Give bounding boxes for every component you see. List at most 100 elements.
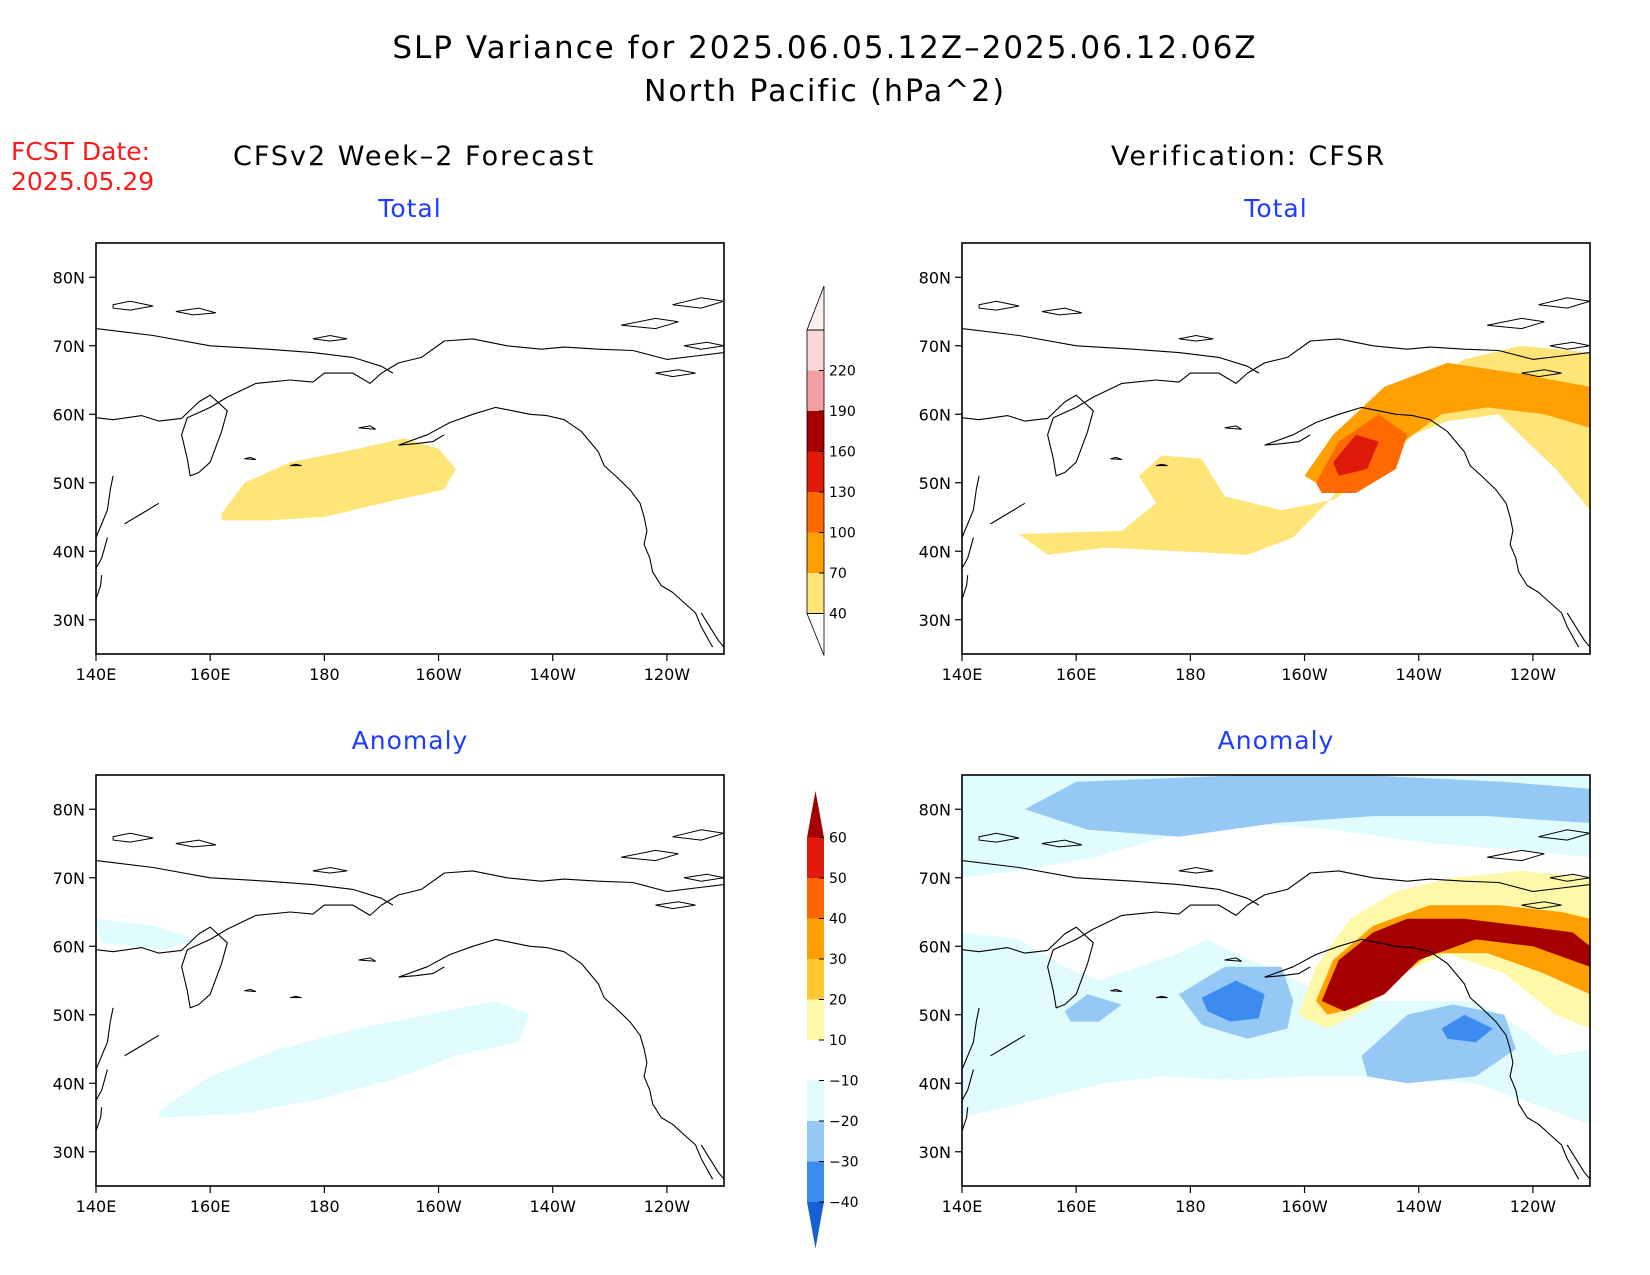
colorbar-anomaly-label: 10 bbox=[829, 1033, 847, 1049]
colorbar-total-label: 160 bbox=[829, 445, 856, 461]
y-tick-label: 40N bbox=[919, 542, 951, 561]
contour-region-neg10 bbox=[158, 1001, 530, 1118]
colorbar-anomaly-swatch bbox=[807, 1161, 824, 1202]
coastline bbox=[398, 966, 445, 978]
island-outline bbox=[655, 901, 696, 910]
coastline bbox=[96, 1007, 114, 1070]
island-outline bbox=[1178, 866, 1214, 874]
island-outline bbox=[1538, 829, 1590, 841]
map-frame bbox=[95, 242, 725, 655]
x-tick-label: 160E bbox=[190, 1197, 231, 1216]
coastline bbox=[398, 406, 714, 648]
colorbar-total-frame bbox=[806, 329, 825, 614]
figure-subtitle: North Pacific (hPa^2) bbox=[643, 74, 1007, 109]
colorbar-anomaly-swatch bbox=[807, 999, 824, 1040]
verification-total-label: Total bbox=[1244, 194, 1308, 223]
island-outline bbox=[672, 829, 724, 841]
colorbar-anomaly-swatch bbox=[807, 1080, 824, 1121]
coastline bbox=[96, 860, 394, 906]
island-outline bbox=[1110, 456, 1123, 460]
coastline bbox=[962, 860, 1260, 906]
x-tick-label: 120W bbox=[644, 665, 691, 684]
map-frame bbox=[961, 242, 1591, 655]
contour-region-neg20 bbox=[1064, 994, 1122, 1022]
island-outline bbox=[1041, 307, 1083, 316]
map-frame bbox=[95, 774, 725, 1187]
island-outline bbox=[1549, 873, 1590, 882]
y-tick-label: 40N bbox=[53, 542, 85, 561]
island-outline bbox=[312, 334, 348, 342]
coastline bbox=[96, 338, 724, 477]
y-tick-label: 60N bbox=[53, 937, 85, 956]
figure-title: SLP Variance for 2025.06.05.12Z–2025.06.… bbox=[392, 30, 1258, 66]
map-background bbox=[96, 775, 724, 1186]
coastline bbox=[1264, 406, 1580, 648]
colorbar-anomaly: 60 50 40 30 20 10 −10 −20 −30 −40 bbox=[807, 791, 859, 1249]
island-outline bbox=[1224, 957, 1242, 962]
y-tick-label: 50N bbox=[53, 474, 85, 493]
map-panel-4: 140E 160E 180 160W 140W 120W 30N 40N 50N 60N 70N 80… bbox=[919, 774, 1591, 1216]
contour-region-neg30 bbox=[1441, 1014, 1493, 1043]
island-outline bbox=[312, 866, 348, 874]
colorbar-total-label: 100 bbox=[829, 526, 856, 542]
colorbar-total-label: 40 bbox=[829, 607, 847, 623]
map-panel-2: 140E 160E 180 160W 140W 120W 30N 40N 50N 60N 70N 80… bbox=[919, 242, 1591, 684]
island-outline bbox=[112, 832, 154, 843]
contour-region-50 bbox=[1321, 918, 1590, 1012]
y-tick-label: 50N bbox=[919, 474, 951, 493]
colorbar-anomaly-swatch bbox=[807, 878, 824, 919]
coastline bbox=[962, 1007, 980, 1070]
colorbar-anomaly-label: 20 bbox=[829, 993, 847, 1009]
island-outline bbox=[978, 300, 1020, 311]
island-outline bbox=[244, 456, 257, 460]
x-tick-label: 160W bbox=[1281, 1197, 1328, 1216]
contour-region-130 bbox=[1333, 434, 1379, 476]
x-tick-label: 120W bbox=[1510, 1197, 1557, 1216]
fcst-date-label: FCST Date: bbox=[11, 137, 151, 166]
colorbar-anomaly-swatch bbox=[807, 918, 824, 959]
y-tick-label: 80N bbox=[53, 268, 85, 287]
island-outline bbox=[175, 307, 217, 316]
map-panel-1: 140E 160E 180 160W 140W 120W 30N 40N 50N 60N 70N 80… bbox=[53, 242, 725, 684]
colorbar-anomaly-label: −10 bbox=[829, 1074, 859, 1090]
coastline bbox=[96, 537, 108, 569]
colorbar-total-swatch bbox=[807, 451, 824, 492]
y-tick-label: 70N bbox=[919, 869, 951, 888]
y-tick-label: 80N bbox=[919, 268, 951, 287]
coastline bbox=[96, 475, 114, 538]
y-tick-label: 60N bbox=[919, 937, 951, 956]
coastline bbox=[962, 475, 980, 538]
y-tick-label: 70N bbox=[53, 869, 85, 888]
coastline bbox=[398, 938, 714, 1180]
island-outline bbox=[244, 988, 257, 992]
colorbar-anomaly-swatch bbox=[807, 791, 824, 838]
y-tick-label: 70N bbox=[919, 337, 951, 356]
y-tick-label: 70N bbox=[53, 337, 85, 356]
island-outline bbox=[1521, 901, 1562, 910]
coastline bbox=[962, 1107, 969, 1132]
contour-region-neg30 bbox=[1201, 980, 1265, 1022]
y-tick-label: 40N bbox=[919, 1074, 951, 1093]
coastline bbox=[1264, 434, 1311, 446]
x-tick-label: 180 bbox=[309, 1197, 340, 1216]
island-outline bbox=[683, 873, 724, 882]
y-tick-label: 30N bbox=[53, 1143, 85, 1162]
island-outline bbox=[672, 297, 724, 309]
x-tick-label: 160E bbox=[190, 665, 231, 684]
coastline bbox=[962, 575, 969, 600]
coastline bbox=[96, 1107, 103, 1132]
coastline bbox=[990, 1034, 1026, 1057]
island-outline bbox=[1487, 849, 1545, 862]
colorbar-anomaly-label: −30 bbox=[829, 1155, 859, 1171]
colorbar-anomaly-label: 50 bbox=[829, 871, 847, 887]
island-outline bbox=[1110, 988, 1123, 992]
coastline bbox=[962, 537, 974, 569]
colorbar-total: 40 70 100 130 160 190 220 bbox=[806, 285, 856, 656]
y-tick-label: 30N bbox=[53, 611, 85, 630]
right-column-title: Verification: CFSR bbox=[1111, 141, 1387, 172]
coastline bbox=[96, 575, 103, 600]
x-tick-label: 140W bbox=[530, 665, 577, 684]
island-outline bbox=[1178, 334, 1214, 342]
colorbar-total-swatch bbox=[807, 492, 824, 533]
y-tick-label: 40N bbox=[53, 1074, 85, 1093]
